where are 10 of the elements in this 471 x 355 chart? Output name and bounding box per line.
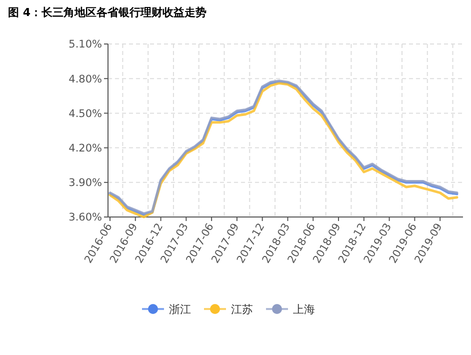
y-tick-label: 3.90% [68,177,102,190]
y-tick-label: 4.50% [68,108,102,120]
legend-label: 上海 [293,302,315,316]
legend-label: 江苏 [231,302,253,316]
legend-label: 浙江 [169,302,191,316]
y-tick-label: 4.80% [68,73,102,86]
y-tick-label: 3.60% [68,212,102,224]
y-tick-label: 4.20% [68,142,102,154]
y-tick-label: 5.10% [68,38,102,51]
chart-title: 图 4：长三角地区各省银行理财收益走势 [8,6,206,19]
